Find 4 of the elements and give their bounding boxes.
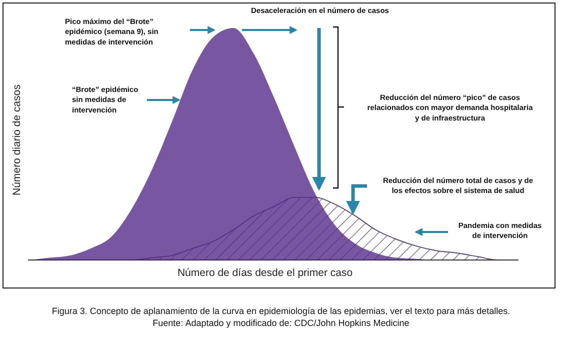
source-note: Fuente: Adaptado y modificado de: CDC/John Hopkins Medicine xyxy=(152,318,410,328)
text: Figura 3. Concepto de aplanamiento de la curva en epidemiología de las epidemias, ver el texto para más detalles. xyxy=(52,306,510,316)
x-axis-title: Número de días desde el primer caso xyxy=(177,267,353,279)
y-axis-title: Número diario de casos xyxy=(11,84,23,196)
